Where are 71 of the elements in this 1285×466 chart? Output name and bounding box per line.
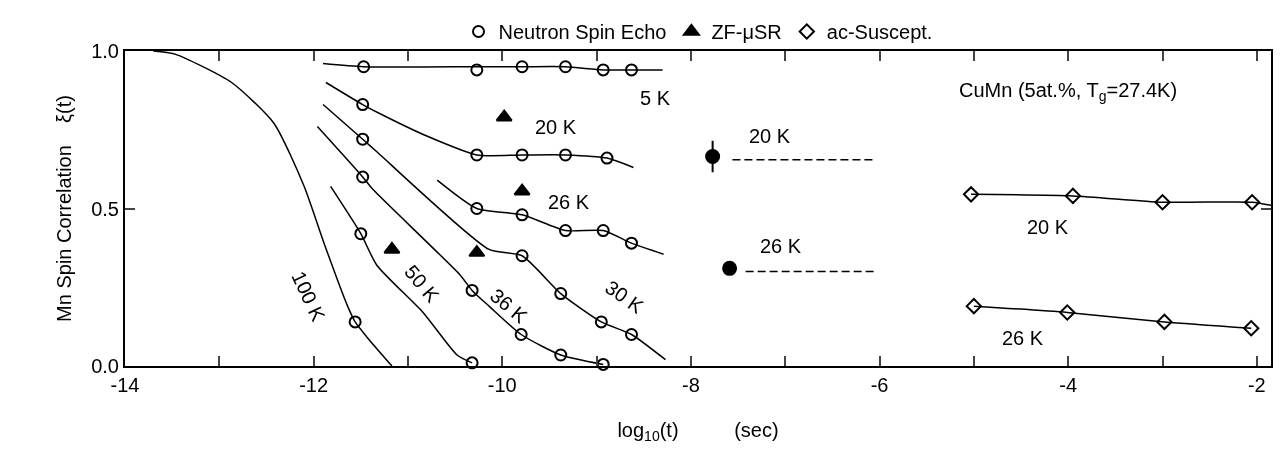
x-tick-label: -6 (870, 374, 889, 396)
point (625, 236, 638, 250)
point (1243, 320, 1260, 337)
point (354, 227, 368, 241)
annotation: 20 K (749, 125, 791, 147)
y-axis-title: Mn Spin Correlation ξ(t) (53, 95, 76, 322)
legend-label: ac-Suscept. (826, 21, 933, 44)
x-tick-label: -8 (682, 374, 700, 396)
legend-label: ZF-μSR (711, 21, 782, 44)
point (495, 109, 513, 122)
x-tick-label: -10 (487, 374, 517, 396)
point (554, 287, 568, 301)
annotation: 20 K (535, 116, 577, 138)
point (596, 357, 610, 371)
annotation: 5 K (640, 87, 671, 109)
x-tick-label: -2 (1247, 374, 1266, 396)
x-tick-label: -14 (110, 374, 140, 396)
legend-label: Neutron Spin Echo (498, 21, 667, 44)
annotation: 36 K (485, 284, 533, 328)
point (465, 283, 479, 297)
point (1243, 194, 1261, 211)
annotation: 26 K (548, 191, 590, 213)
y-tick-label: 0.0 (91, 355, 119, 377)
point (514, 328, 528, 341)
point (470, 202, 484, 215)
point (600, 151, 614, 165)
point (625, 63, 638, 77)
point (470, 148, 484, 162)
point (356, 170, 370, 184)
point (1064, 187, 1082, 205)
point (515, 208, 529, 222)
point (357, 60, 371, 74)
point (513, 183, 531, 196)
point (515, 148, 529, 162)
annotation: 30 K (601, 275, 649, 318)
annotation: 100 K (287, 267, 330, 326)
y-tick-label: 1.0 (91, 40, 119, 62)
point (962, 186, 980, 203)
line-series (325, 81, 635, 169)
annotation: CuMn (5at.%, T$_{g}$=27.4K) (959, 79, 1178, 105)
point (1156, 313, 1173, 331)
x-tick-label: -12 (299, 374, 329, 396)
x-tick-label: -4 (1059, 374, 1078, 396)
point (558, 148, 572, 162)
point (465, 356, 479, 370)
x-axis-title: log$_{10}$(t) (sec) (617, 419, 779, 445)
point (383, 241, 401, 254)
point (470, 63, 484, 77)
point (348, 315, 362, 329)
point (596, 63, 610, 77)
annotation: 26 K (1002, 327, 1044, 349)
point (1154, 194, 1171, 211)
point (554, 348, 568, 362)
point (596, 224, 610, 238)
point (356, 98, 370, 112)
point (965, 298, 983, 315)
point (594, 315, 608, 329)
point (515, 249, 529, 263)
annotation: 50 K (400, 260, 444, 307)
point (356, 132, 370, 146)
annotation: 20 K (1027, 216, 1069, 238)
point (515, 60, 529, 74)
point (625, 328, 638, 341)
line-series (436, 179, 665, 255)
y-tick-label: 0.5 (91, 197, 119, 220)
point (705, 149, 721, 165)
point (558, 224, 572, 238)
point (558, 60, 572, 74)
point (722, 260, 738, 276)
point (1059, 304, 1076, 321)
annotation: 26 K (760, 235, 802, 257)
